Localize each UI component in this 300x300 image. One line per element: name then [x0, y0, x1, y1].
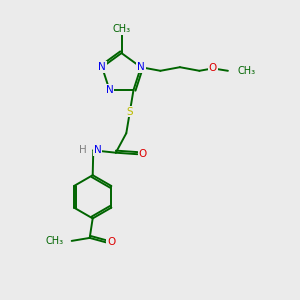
Text: H: H [79, 145, 87, 155]
Text: N: N [106, 85, 113, 95]
Text: O: O [209, 63, 217, 74]
Text: CH₃: CH₃ [45, 236, 63, 246]
Text: N: N [137, 62, 145, 72]
Text: O: O [107, 237, 116, 248]
Text: S: S [127, 106, 133, 117]
Text: N: N [94, 145, 102, 155]
Text: N: N [98, 62, 106, 72]
Text: CH₃: CH₃ [112, 24, 130, 34]
Text: CH₃: CH₃ [238, 66, 256, 76]
Text: O: O [139, 149, 147, 159]
